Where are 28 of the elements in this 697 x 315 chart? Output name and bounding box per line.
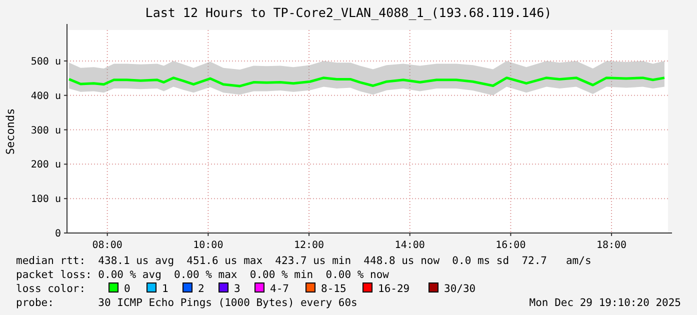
text: 8-15 xyxy=(321,283,346,295)
y-tick-label: 500 u xyxy=(30,56,61,68)
y-tick-label: 300 u xyxy=(30,125,61,136)
y-tick-label: 100 u xyxy=(30,194,61,206)
text: 16-29 xyxy=(378,283,410,295)
text: probe: 30 ICMP Echo Pings (1000 Bytes) every 60s xyxy=(16,297,358,309)
text: median rtt: 438.1 us avg 451.6 us max 423.7 us min 448.8 us now 0.0 ms sd 72.7 am/s xyxy=(16,255,592,267)
text: loss color: xyxy=(16,283,86,295)
x-tick-label: 10:00 xyxy=(193,240,224,251)
text: Mon Dec 29 19:10:20 2025 xyxy=(529,297,681,309)
x-tick-label: 08:00 xyxy=(92,240,122,251)
x-tick-label: 18:00 xyxy=(596,240,627,251)
text: 1 xyxy=(162,283,168,295)
y-axis-title: Seconds xyxy=(4,108,17,155)
y-tick-label: 0 xyxy=(54,228,61,240)
text: 30/30 xyxy=(444,283,476,295)
x-tick-label: 16:00 xyxy=(496,240,526,251)
y-tick-label: 400 u xyxy=(30,90,61,102)
x-tick-label: 12:00 xyxy=(294,240,324,251)
text: 3 xyxy=(234,283,240,295)
y-tick-label: 200 u xyxy=(30,160,61,171)
text: 0 xyxy=(124,283,130,295)
text: 4-7 xyxy=(270,283,289,295)
line-series xyxy=(68,76,666,88)
text: packet loss: 0.00 % avg 0.00 % max 0.00 % min 0.00 % now xyxy=(16,269,390,281)
chart-title: Last 12 Hours to TP-Core2_VLAN_4088_1_(193.68.119.146) xyxy=(145,5,552,20)
text: 2 xyxy=(198,283,204,295)
x-tick-label: 14:00 xyxy=(394,240,425,251)
